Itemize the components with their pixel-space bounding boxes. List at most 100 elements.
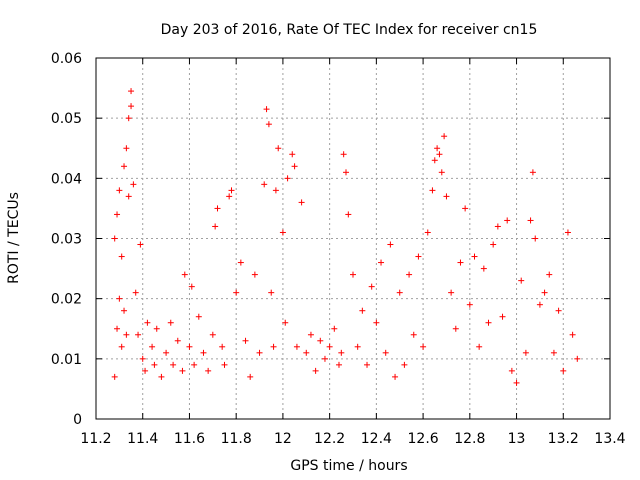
data-point (494, 223, 501, 230)
data-point (125, 115, 132, 122)
data-point (270, 343, 277, 350)
data-point (123, 331, 130, 338)
data-point (326, 343, 333, 350)
y-tick-label: 0.02 (51, 292, 82, 308)
data-point (560, 367, 567, 374)
data-point (424, 229, 431, 236)
data-point (438, 169, 445, 176)
data-point (158, 373, 165, 380)
data-point (226, 193, 233, 200)
data-point (219, 343, 226, 350)
data-point (174, 337, 181, 344)
data-point (513, 379, 520, 386)
data-point (144, 319, 151, 326)
data-point (114, 211, 121, 218)
data-point (303, 349, 310, 356)
data-point (350, 271, 356, 278)
data-point (480, 265, 487, 272)
data-point (293, 343, 300, 350)
data-point (364, 361, 371, 368)
data-point (529, 169, 536, 176)
data-point (195, 313, 202, 320)
data-point (471, 253, 478, 260)
data-point (179, 367, 186, 374)
data-point (291, 163, 298, 170)
data-point (237, 259, 244, 266)
data-point (242, 337, 249, 344)
data-point (401, 361, 408, 368)
data-point (569, 331, 576, 338)
data-point (275, 145, 282, 152)
data-point (116, 187, 123, 194)
data-point (289, 151, 296, 158)
data-point (387, 241, 394, 248)
data-point (128, 103, 135, 110)
data-point (574, 355, 581, 362)
data-point (114, 325, 121, 332)
data-point (499, 313, 506, 320)
data-point (448, 289, 455, 296)
data-points (111, 88, 581, 386)
data-point (251, 271, 258, 278)
data-point (132, 289, 139, 296)
data-point (382, 349, 389, 356)
data-point (392, 373, 399, 380)
data-point (151, 361, 158, 368)
data-point (490, 241, 497, 248)
data-point (555, 307, 562, 314)
data-point (284, 175, 291, 182)
y-tick-label: 0 (73, 412, 82, 428)
data-point (441, 133, 448, 140)
data-point (443, 193, 450, 200)
data-point (149, 343, 156, 350)
x-tick-label: 12.8 (454, 431, 485, 447)
data-point (410, 331, 417, 338)
data-point (125, 193, 132, 200)
data-point (518, 277, 525, 284)
data-point (186, 343, 193, 350)
data-point (541, 289, 548, 296)
data-point (345, 211, 352, 218)
x-tick-label: 12.2 (314, 431, 345, 447)
data-point (142, 367, 149, 374)
x-tick-label: 12.6 (408, 431, 439, 447)
chart-title: Day 203 of 2016, Rate Of TEC Index for r… (161, 22, 538, 38)
data-point (116, 295, 123, 302)
data-point (434, 145, 441, 152)
data-point (268, 289, 275, 296)
data-point (331, 325, 338, 332)
data-point (221, 361, 228, 368)
data-point (368, 283, 375, 290)
data-point (111, 373, 118, 380)
data-point (452, 325, 459, 332)
y-tick-label: 0.04 (51, 171, 82, 187)
data-point (462, 205, 469, 212)
data-point (135, 331, 142, 338)
data-point (263, 106, 270, 113)
x-tick-label: 13.2 (548, 431, 579, 447)
data-point (111, 235, 118, 242)
data-point (128, 88, 135, 95)
data-point (415, 253, 422, 260)
data-point (188, 283, 195, 290)
x-tick-label: 11.2 (80, 431, 111, 447)
data-point (167, 319, 174, 326)
data-point (485, 319, 492, 326)
data-point (298, 199, 305, 206)
data-point (212, 223, 219, 230)
data-point (373, 319, 380, 326)
data-point (170, 361, 177, 368)
data-point (340, 151, 347, 158)
data-point (359, 307, 366, 314)
data-point (137, 241, 144, 248)
y-tick-label: 0.01 (51, 352, 82, 368)
data-point (527, 217, 534, 224)
data-point (342, 169, 349, 176)
data-point (476, 343, 483, 350)
data-point (121, 307, 128, 314)
y-tick-label: 0.06 (51, 51, 82, 67)
y-axis-label: ROTI / TECUs (6, 192, 22, 284)
x-tick-label: 11.6 (174, 431, 205, 447)
y-tick-label: 0.05 (51, 111, 82, 127)
